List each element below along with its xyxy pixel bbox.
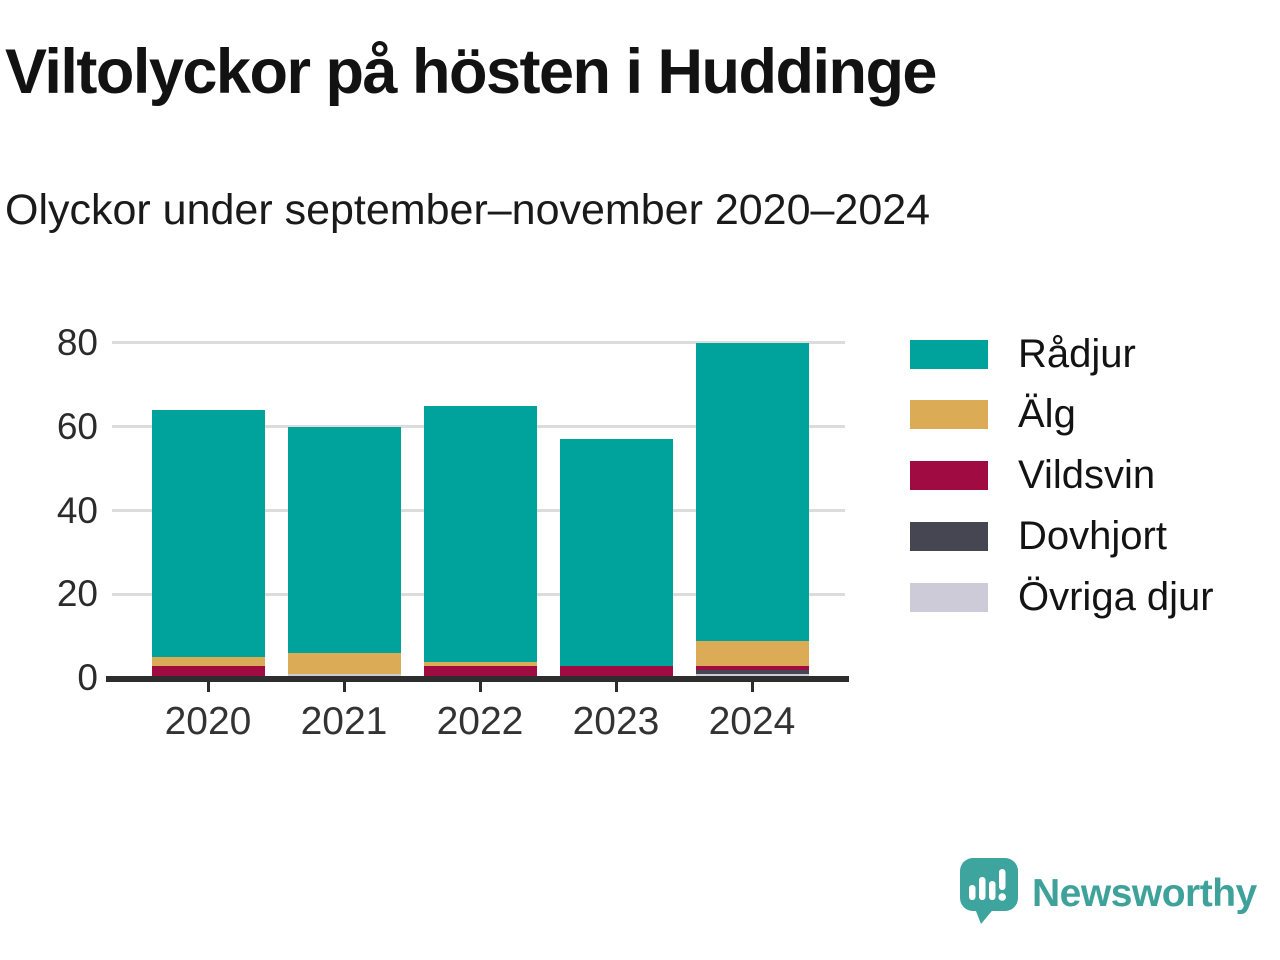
- legend-swatch: [910, 582, 988, 612]
- bar-segment-vildsvin-2020: [151, 665, 265, 679]
- chart-subtitle: Olyckor under september–november 2020–20…: [5, 186, 931, 234]
- legend-label: Rådjur: [1018, 331, 1136, 376]
- y-axis-label: 60: [56, 405, 98, 447]
- bar-segment-rådjur-2024: [695, 342, 809, 641]
- legend-swatch: [910, 339, 988, 369]
- x-axis-tick: [206, 682, 210, 692]
- gridline-80: [112, 341, 845, 345]
- bar-segment-rådjur-2023: [559, 439, 673, 666]
- x-axis-label: 2022: [436, 700, 524, 743]
- legend-item-rådjur: Rådjur: [910, 331, 1136, 376]
- bar-segment-dovhjort-2024: [695, 670, 809, 675]
- legend-swatch: [910, 461, 988, 491]
- x-axis-tick: [478, 682, 482, 692]
- bar-segment-rådjur-2021: [287, 426, 401, 654]
- bar-segment-vildsvin-2024: [695, 665, 809, 670]
- legend-item-vildsvin: Vildsvin: [910, 453, 1156, 498]
- y-axis-label: 80: [56, 321, 98, 363]
- bar-segment-vildsvin-2023: [559, 665, 673, 679]
- legend-label: Övriga djur: [1018, 574, 1214, 619]
- newsworthy-logo-icon: [960, 858, 1018, 924]
- legend-swatch: [910, 400, 988, 430]
- y-axis-label: 40: [56, 489, 98, 531]
- x-axis-line: [106, 676, 849, 682]
- legend-item-dovhjort: Dovhjort: [910, 513, 1167, 558]
- x-axis-label: 2020: [164, 700, 252, 743]
- bar-segment-älg-2022: [423, 661, 537, 666]
- legend-item-övriga-djur: Övriga djur: [910, 574, 1214, 619]
- legend-label: Älg: [1018, 392, 1076, 437]
- y-axis-label: 0: [77, 657, 98, 699]
- x-axis-label: 2024: [708, 700, 796, 743]
- brand-footer: Newsworthy: [960, 858, 1257, 925]
- chart-title: Viltolyckor på hösten i Huddinge: [5, 37, 937, 107]
- legend-swatch: [910, 521, 988, 551]
- bar-segment-älg-2020: [151, 657, 265, 666]
- legend-label: Dovhjort: [1018, 513, 1167, 558]
- bar-segment-älg-2024: [695, 640, 809, 666]
- x-axis-tick: [750, 682, 754, 692]
- x-axis-tick: [614, 682, 618, 692]
- x-axis-tick: [342, 682, 346, 692]
- legend-label: Vildsvin: [1018, 453, 1156, 498]
- x-axis-label: 2023: [572, 700, 660, 743]
- brand-name: Newsworthy: [1032, 872, 1257, 915]
- bar-segment-vildsvin-2022: [423, 665, 537, 679]
- legend-item-älg: Älg: [910, 392, 1076, 437]
- y-axis-label: 20: [56, 573, 98, 615]
- bar-segment-älg-2021: [287, 653, 401, 675]
- bar-segment-rådjur-2022: [423, 405, 537, 662]
- bar-segment-rådjur-2020: [151, 409, 265, 658]
- x-axis-label: 2021: [300, 700, 388, 743]
